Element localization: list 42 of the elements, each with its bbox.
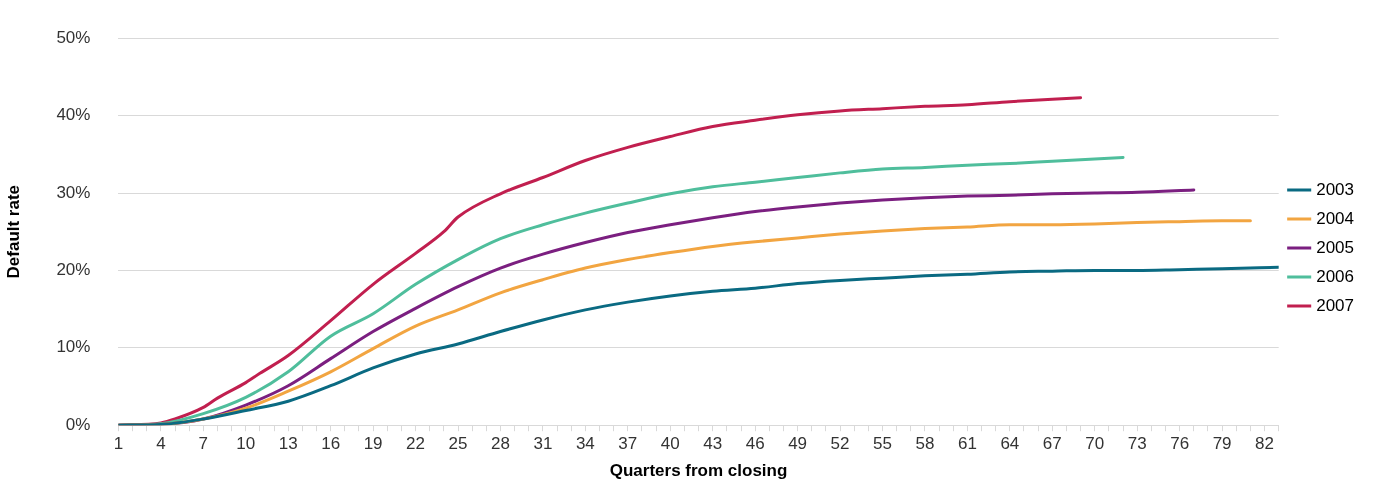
y-axis-title: Default rate [3,184,23,279]
x-tick-label: 70 [1085,434,1105,454]
x-tick-label: 79 [1212,434,1232,454]
x-tick-label: 13 [278,434,298,454]
x-tick-label: 16 [321,434,341,454]
x-tick-label: 22 [406,434,426,454]
x-tick-label: 28 [491,434,510,454]
legend-label: 2007 [1316,295,1355,315]
y-tick-label: 50% [56,27,91,47]
legend-label: 2006 [1316,266,1355,286]
x-tick-label: 25 [448,434,468,454]
y-tick-label: 30% [56,182,91,202]
x-tick-label: 43 [703,434,723,454]
x-tick-label: 67 [1042,434,1062,454]
x-tick-label: 58 [915,434,935,454]
legend-label: 2005 [1316,237,1355,257]
x-tick-label: 19 [363,434,383,454]
x-tick-label: 7 [198,434,209,454]
x-tick-label: 46 [745,434,765,454]
line-series [118,265,1279,426]
legend-label: 2004 [1316,208,1355,228]
x-tick-label: 55 [873,434,892,454]
x-tick-label: 34 [575,434,595,454]
x-tick-label: 61 [957,434,977,454]
y-tick-label: 40% [56,105,91,125]
x-tick-label: 37 [618,434,638,454]
x-tick-label: 73 [1127,434,1147,454]
x-axis-title: Quarters from closing [609,461,788,481]
x-tick-label: 10 [236,434,256,454]
x-tick-label: 82 [1255,434,1274,454]
y-tick-label: 10% [56,337,91,357]
x-tick-label: 76 [1170,434,1190,454]
x-tick-label: 64 [1000,434,1020,454]
x-tick-label: 40 [660,434,680,454]
y-tick-label: 0% [65,414,91,434]
x-tick-label: 1 [113,434,124,454]
x-tick-label: 31 [533,434,553,454]
x-tick-label: 49 [788,434,808,454]
x-tick-label: 52 [830,434,850,454]
x-tick-label: 4 [156,434,166,454]
y-tick-label: 20% [56,260,91,280]
legend-label: 2003 [1316,179,1355,199]
